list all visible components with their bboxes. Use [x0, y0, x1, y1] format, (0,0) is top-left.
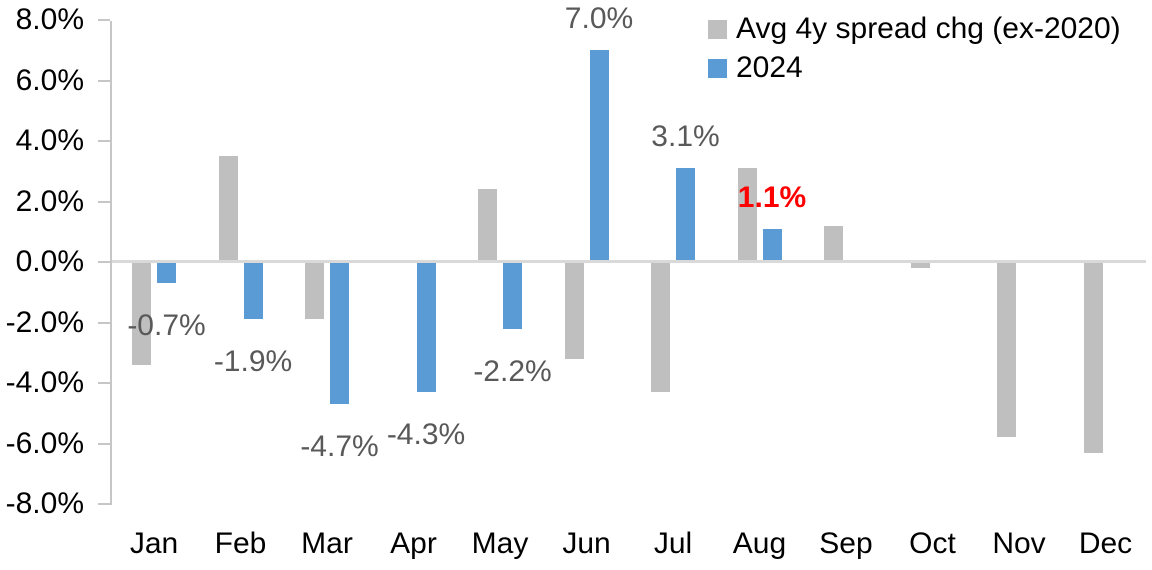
y-axis-label: -4.0% — [5, 366, 84, 399]
legend-label-2024: 2024 — [736, 51, 803, 84]
y-axis-tick — [98, 503, 110, 505]
data-label-jan: -0.7% — [127, 309, 206, 342]
bar-2024-aug — [762, 229, 782, 262]
bar-2024-may — [503, 262, 522, 329]
bar-2024-jan — [157, 262, 176, 283]
bar-avg-mar — [305, 262, 324, 319]
y-axis-label: 8.0% — [15, 3, 84, 36]
x-axis-label-nov: Nov — [992, 527, 1046, 560]
y-axis-label: -6.0% — [5, 427, 84, 460]
bar-avg-dec — [1083, 262, 1103, 453]
x-axis-label-may: May — [471, 527, 529, 560]
y-axis-tick — [98, 201, 110, 203]
bar-avg-oct — [910, 262, 930, 268]
bar-avg-feb — [218, 156, 238, 262]
bar-2024-apr — [416, 262, 436, 392]
y-axis-label: 6.0% — [15, 64, 84, 97]
x-axis-label-feb: Feb — [214, 527, 267, 560]
bar-avg-jul — [651, 262, 670, 392]
y-axis-label: 0.0% — [15, 245, 84, 278]
bar-avg-aug — [737, 168, 757, 262]
bar-2024-feb — [243, 262, 263, 319]
legend-item-avg-4y-spread: Avg 4y spread chg (ex-2020) — [708, 10, 1121, 48]
bar-avg-jun — [564, 262, 584, 359]
x-axis-label-aug: Aug — [732, 527, 787, 560]
legend: Avg 4y spread chg (ex-2020) 2024 — [708, 10, 1121, 87]
legend-swatch-2024 — [708, 58, 727, 78]
bar-avg-nov — [997, 262, 1016, 437]
data-label-feb: -1.9% — [213, 345, 293, 378]
data-label-jun: 7.0% — [564, 2, 634, 35]
y-axis-tick — [98, 140, 110, 142]
legend-label-avg-4y-spread: Avg 4y spread chg (ex-2020) — [736, 12, 1121, 45]
x-axis-label-jul: Jul — [653, 527, 693, 560]
y-axis-tick — [98, 322, 110, 324]
x-axis-label-jun: Jun — [562, 527, 611, 560]
zero-gridline — [112, 260, 1146, 263]
y-axis-label: 2.0% — [15, 185, 84, 218]
bar-avg-may — [478, 189, 497, 262]
y-axis-label: -2.0% — [5, 306, 84, 339]
y-axis-label: 4.0% — [15, 124, 84, 157]
legend-item-2024: 2024 — [708, 49, 1121, 87]
y-axis-tick — [98, 382, 110, 384]
bar-avg-jan — [132, 262, 151, 365]
y-axis-tick — [98, 443, 110, 445]
y-axis-line — [110, 21, 112, 505]
y-axis-tick — [98, 261, 110, 263]
y-axis-tick — [98, 80, 110, 82]
data-label-apr: -4.3% — [386, 418, 466, 451]
x-axis-label-mar: Mar — [301, 527, 353, 560]
data-label-jul: 3.1% — [651, 120, 720, 153]
data-label-aug: 1.1% — [737, 181, 807, 214]
bar-avg-sep — [824, 226, 843, 262]
bar-2024-jun — [589, 50, 609, 262]
legend-swatch-avg-4y-spread — [708, 19, 727, 39]
x-axis-label-sep: Sep — [819, 527, 873, 560]
x-axis-label-dec: Dec — [1078, 527, 1133, 560]
data-label-mar: -4.7% — [300, 430, 379, 463]
y-axis-label: -8.0% — [5, 487, 84, 520]
bar-2024-mar — [330, 262, 349, 404]
data-label-may: -2.2% — [473, 355, 552, 388]
x-axis-label-oct: Oct — [909, 527, 956, 560]
y-axis-tick — [98, 19, 110, 21]
x-axis-label-apr: Apr — [390, 527, 437, 560]
bar-2024-jul — [676, 168, 695, 262]
x-axis-label-jan: Jan — [129, 527, 179, 560]
